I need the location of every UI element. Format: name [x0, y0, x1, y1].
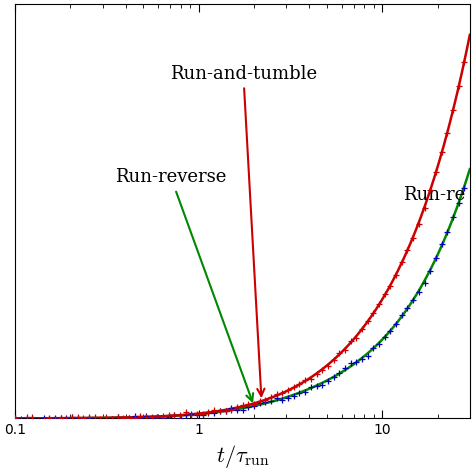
Text: Run-and-tumble: Run-and-tumble	[170, 65, 317, 396]
Text: Run-re: Run-re	[403, 185, 465, 203]
X-axis label: $t/\tau_{\rm run}$: $t/\tau_{\rm run}$	[216, 443, 269, 470]
Text: Run-reverse: Run-reverse	[115, 168, 253, 401]
